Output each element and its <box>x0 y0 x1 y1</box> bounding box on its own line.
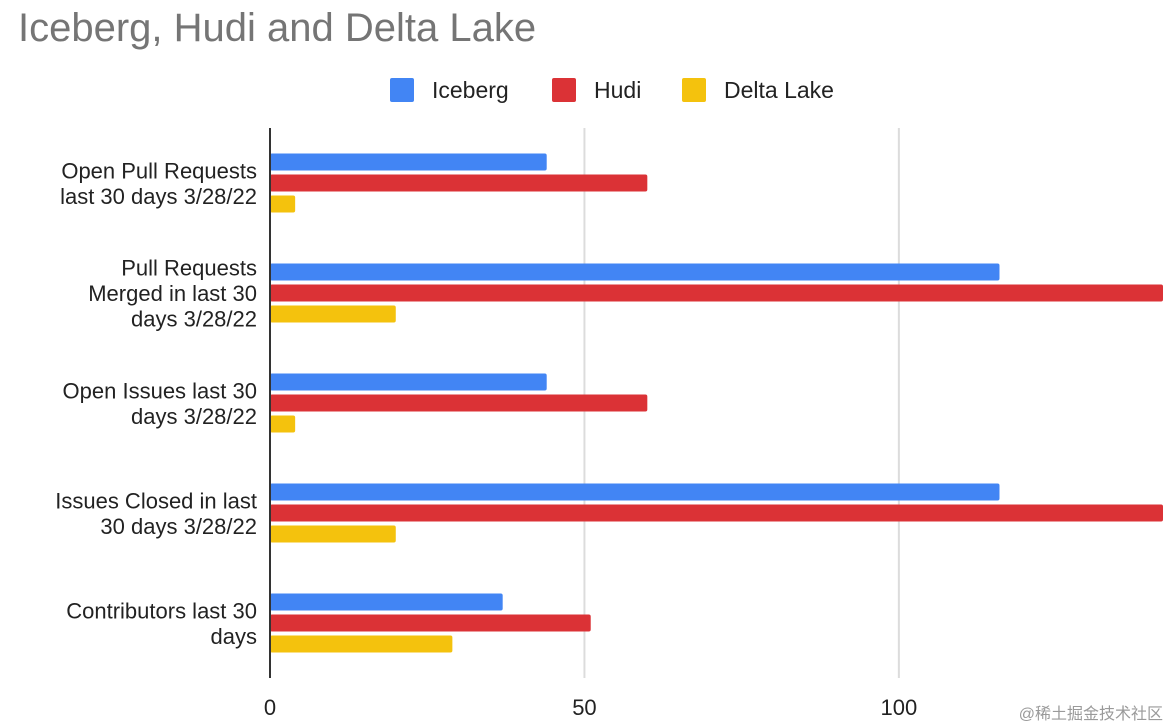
category-label-0-line-1: last 30 days 3/28/22 <box>60 184 257 209</box>
legend-item-hudi: Hudi <box>552 74 641 106</box>
legend-swatch-iceberg <box>390 78 414 102</box>
legend: Iceberg Hudi Delta Lake <box>0 74 1171 106</box>
x-tick-label-2: 100 <box>881 695 918 720</box>
legend-item-iceberg: Iceberg <box>390 74 509 106</box>
legend-label-hudi: Hudi <box>594 76 642 103</box>
watermark: @稀土掘金技术社区 <box>1018 706 1163 723</box>
category-label-1-line-2: days 3/28/22 <box>131 307 257 332</box>
x-tick-label-0: 0 <box>264 695 276 720</box>
bar-delta-lake-2 <box>270 415 296 433</box>
category-label-3-line-0: Issues Closed in last <box>55 488 257 513</box>
category-label-1-line-0: Pull Requests <box>121 256 257 281</box>
bar-delta-lake-4 <box>270 635 453 653</box>
legend-item-delta-lake: Delta Lake <box>682 74 834 106</box>
bar-iceberg-3 <box>270 483 1000 501</box>
bar-iceberg-1 <box>270 263 1000 281</box>
bar-iceberg-2 <box>270 373 547 391</box>
category-label-4-line-1: days <box>211 624 257 649</box>
category-label-0-line-0: Open Pull Requests <box>61 158 257 183</box>
legend-label-delta-lake: Delta Lake <box>724 76 834 103</box>
legend-swatch-delta-lake <box>682 78 706 102</box>
legend-swatch-hudi <box>552 78 576 102</box>
category-label-4-line-0: Contributors last 30 <box>66 598 257 623</box>
bar-hudi-1 <box>270 284 1163 302</box>
category-label-3-line-1: 30 days 3/28/22 <box>100 514 257 539</box>
x-tick-label-1: 50 <box>572 695 596 720</box>
bar-hudi-4 <box>270 614 591 632</box>
bar-iceberg-4 <box>270 593 503 611</box>
bar-hudi-3 <box>270 504 1163 522</box>
bar-hudi-0 <box>270 174 648 192</box>
chart-title: Iceberg, Hudi and Delta Lake <box>18 6 537 50</box>
bar-delta-lake-0 <box>270 195 296 213</box>
bar-delta-lake-1 <box>270 305 396 323</box>
category-label-2-line-0: Open Issues last 30 <box>63 378 257 403</box>
bar-hudi-2 <box>270 394 648 412</box>
legend-label-iceberg: Iceberg <box>432 76 509 103</box>
category-label-1-line-1: Merged in last 30 <box>88 281 257 306</box>
bar-delta-lake-3 <box>270 525 396 543</box>
bar-iceberg-0 <box>270 153 547 171</box>
category-label-2-line-1: days 3/28/22 <box>131 404 257 429</box>
